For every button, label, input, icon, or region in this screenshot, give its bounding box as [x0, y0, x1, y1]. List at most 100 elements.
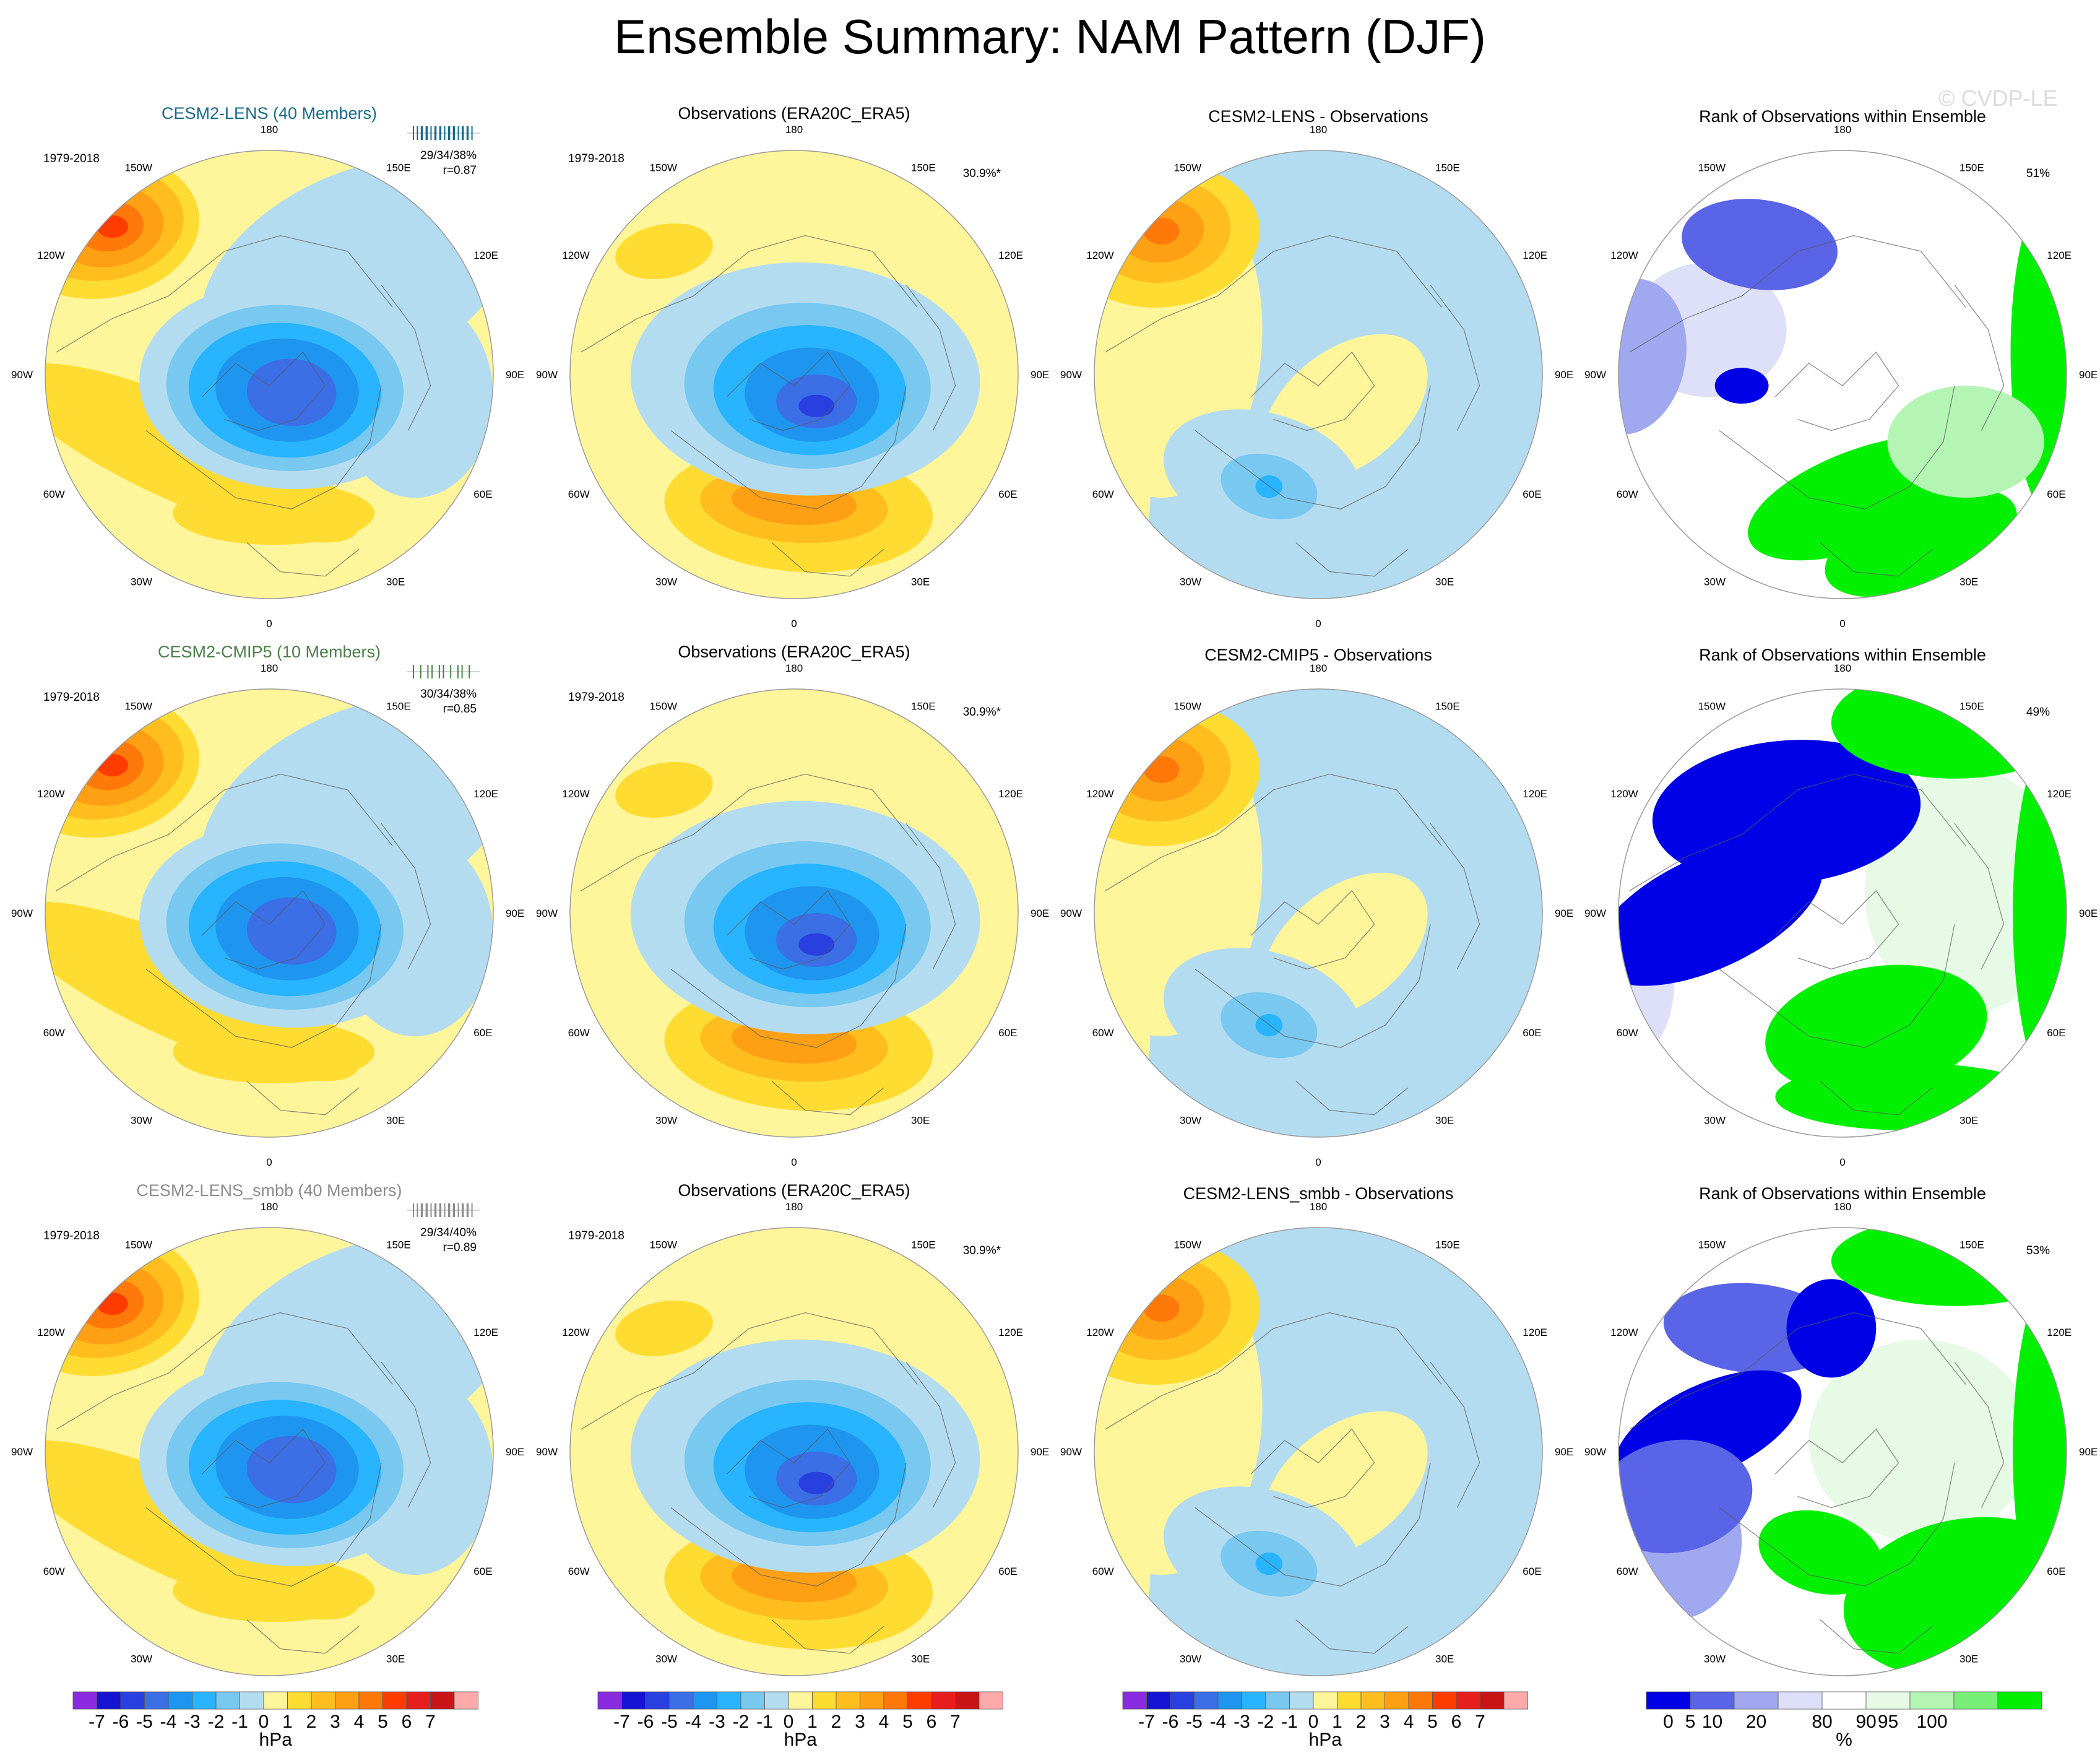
contour-region	[1765, 964, 1987, 1094]
longitude-label: 0	[1839, 1156, 1845, 1168]
coastline	[381, 284, 431, 431]
longitude-label: 90W	[1060, 907, 1082, 919]
longitude-label: 60E	[998, 488, 1017, 500]
longitude-label: 180	[1834, 1201, 1851, 1213]
longitude-label: 60W	[568, 1566, 590, 1577]
colorbar-swatch	[1432, 1691, 1457, 1710]
longitude-label: 30E	[1435, 576, 1454, 587]
map-outline	[45, 688, 494, 1138]
colorbar-tick-label: 4	[354, 1712, 365, 1732]
longitude-label: 150E	[911, 1239, 936, 1251]
longitude-label: 120W	[562, 249, 589, 261]
colorbar-unit-label: %	[1836, 1730, 1852, 1750]
longitude-label: 90E	[1031, 907, 1049, 919]
coastline	[56, 1312, 393, 1430]
colorbar-tick-label: -4	[1210, 1712, 1227, 1732]
longitude-label: 90W	[1060, 369, 1082, 381]
contour-region	[798, 394, 835, 417]
coastline	[670, 924, 907, 1048]
colorbar-tick-label: 7	[950, 1712, 961, 1732]
colorbar-swatch	[1408, 1691, 1433, 1710]
coastline	[1774, 1428, 1899, 1509]
coastline	[1820, 1081, 1933, 1115]
colorbar-swatch	[1385, 1691, 1409, 1710]
colorbar-tick-label: -1	[231, 1712, 248, 1732]
pattern-correlation: r=0.87	[443, 164, 477, 177]
longitude-label: 120W	[1610, 1327, 1638, 1338]
colorbar-tick-label: -3	[184, 1712, 201, 1732]
map-fill	[1094, 1228, 1542, 1676]
colorbar-unit-label: hPa	[1309, 1730, 1342, 1750]
coastline	[1105, 235, 1442, 353]
colorbar-swatch	[931, 1691, 956, 1710]
contour-region	[173, 1020, 375, 1084]
map-outline	[1094, 688, 1543, 1138]
rank-map-row2: 180 150E 120E 90E 60E 30E 0 30W 60W 90W 120W 150W Ra…	[1584, 646, 2098, 1168]
coastline	[1719, 385, 1955, 509]
diff-map-row2: 180 150E 120E 90E 60E 30E 0 30W 60W 90W 120W 150W CE…	[1060, 646, 1573, 1168]
obs-title: Observations (ERA20C_ERA5)	[678, 643, 910, 661]
contour-region	[246, 897, 337, 965]
longitude-label: 90W	[1060, 1446, 1082, 1458]
map-outline	[569, 1227, 1019, 1676]
longitude-label: 60E	[1523, 1566, 1541, 1577]
longitude-label: 150W	[650, 1239, 677, 1251]
colorbar-tick-label: 4	[1404, 1712, 1414, 1732]
colorbar-tick-label: 90	[1856, 1712, 1876, 1732]
colorbar-swatch	[1865, 1691, 1911, 1710]
longitude-label: 150W	[1174, 1239, 1201, 1251]
diff-title: CESM2-CMIP5 - Observations	[1204, 646, 1432, 664]
colorbar-swatch	[358, 1691, 383, 1710]
map-outline	[1618, 1227, 2067, 1676]
longitude-label: 180	[785, 1201, 803, 1213]
coastline	[1430, 823, 1480, 969]
colorbar-swatch	[669, 1691, 694, 1710]
colorbar-tick-label: 6	[927, 1712, 937, 1732]
contour-region	[798, 1471, 835, 1494]
colorbar-swatch	[240, 1691, 264, 1710]
colorbar-tick-label: -7	[1138, 1712, 1155, 1732]
coastline	[905, 284, 956, 431]
longitude-label: 30W	[131, 1114, 152, 1126]
coastline	[1629, 773, 1966, 891]
colorbar-tick-label: 3	[1380, 1712, 1390, 1732]
longitude-label: 60E	[473, 1027, 492, 1039]
longitude-label: 60W	[1617, 1566, 1638, 1577]
colorbar-swatch	[1690, 1691, 1735, 1710]
colorbar-swatch	[311, 1691, 335, 1710]
map-fill	[45, 150, 493, 599]
coastline	[726, 1428, 851, 1509]
colorbar-swatch	[1503, 1691, 1528, 1710]
longitude-label: 60W	[43, 1566, 65, 1577]
colorbar-swatch	[120, 1691, 145, 1710]
colorbar-swatch	[1778, 1691, 1823, 1710]
longitude-label: 150E	[1960, 701, 1984, 713]
longitude-label: 30W	[1704, 1114, 1726, 1126]
variance-explained: 30.9%*	[963, 1244, 1001, 1257]
colorbar-unit-label: hPa	[784, 1730, 818, 1750]
longitude-label: 60W	[43, 488, 65, 500]
model-map-row1: 180 150E 120E 90E 60E 30E 0 30W 60W 90W 120W 150W CE…	[11, 104, 524, 630]
longitude-label: 30E	[386, 1653, 405, 1665]
colorbar-swatch	[287, 1691, 312, 1710]
longitude-label: 120E	[998, 249, 1023, 261]
longitude-label: 120W	[37, 249, 64, 261]
colorbar-swatch	[192, 1691, 217, 1710]
longitude-label: 90E	[1555, 907, 1573, 919]
colorbar-swatch	[454, 1691, 478, 1710]
longitude-label: 180	[1834, 662, 1851, 674]
map-outline	[1094, 1227, 1543, 1676]
colorbar-swatch	[430, 1691, 455, 1710]
longitude-label: 60E	[2047, 488, 2065, 500]
coastline	[1195, 1462, 1431, 1587]
longitude-label: 90E	[1555, 1446, 1573, 1458]
map-fill	[570, 1228, 1018, 1676]
colorbar-tick-label: -3	[1234, 1712, 1250, 1732]
coastline	[1195, 924, 1431, 1048]
longitude-label: 60W	[1092, 1027, 1114, 1039]
longitude-label: 120E	[1523, 1327, 1547, 1338]
contour-region	[615, 223, 713, 279]
longitude-label: 180	[261, 1201, 278, 1213]
contour-region	[615, 1300, 713, 1356]
